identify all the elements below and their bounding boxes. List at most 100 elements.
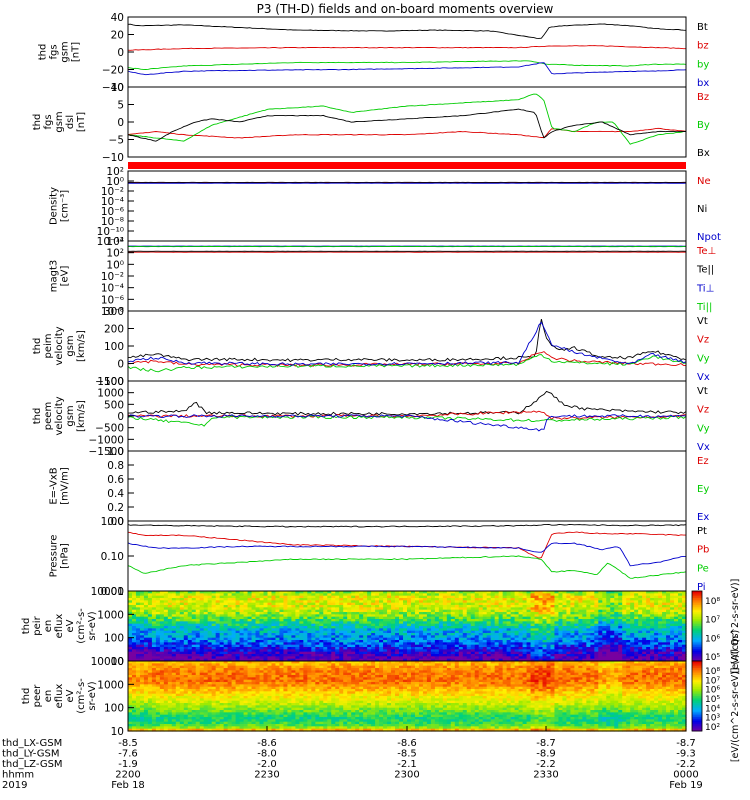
spectrogram-cell [638,656,643,660]
panel-frame [127,16,687,88]
spectrogram-cell [135,717,141,720]
spectrogram-cell [291,591,296,594]
colorbar-cell [692,636,702,639]
spectrogram-cell [490,637,496,641]
spectrogram-cell [191,654,197,657]
spectrogram-cell [291,621,296,625]
y-axis-label: velocity [54,326,65,365]
spectrogram-cell [658,647,663,650]
spectrogram-cell [315,602,320,606]
spectrogram-cell [490,640,496,643]
spectrogram-cell [243,593,249,597]
spectrogram-cell [343,649,348,653]
spectrogram-cell [367,640,372,643]
spectrogram-cell [295,626,300,629]
spectrogram-cell [347,621,352,625]
spectrogram-cell [395,654,400,657]
spectrogram-cell [275,654,281,657]
spectrogram-cell [450,609,456,613]
spectrogram-cell [594,644,599,648]
spectrogram-cell [426,595,432,599]
spectrogram-cell [538,658,544,662]
spectrogram-cell [375,614,380,618]
spectrogram-cell [650,607,655,611]
spectrogram-cell [171,714,177,718]
spectrogram-cell [243,605,249,608]
spectrogram-cell [530,644,536,648]
spectrogram-cell [159,691,165,695]
spectrogram-cell [602,628,607,632]
spectrogram-cell [618,591,623,594]
spectrogram-cell [678,628,683,632]
spectrogram-cell [303,602,308,606]
spectrogram-cell [235,595,241,599]
spectrogram-cell [187,630,193,634]
spectrogram-cell [167,593,173,597]
spectrogram-cell [335,619,340,622]
spectrogram-cell [227,637,233,641]
spectrogram-cell [215,649,221,653]
spectrogram-cell [558,649,564,653]
spectrogram-cell [403,644,408,648]
spectrogram-cell [175,684,181,688]
spectrogram-cell [163,677,169,681]
spectrogram-cell [171,635,177,639]
spectrogram-cell [159,612,165,615]
spectrogram-cell [450,644,456,648]
spectrogram-cell [283,607,289,611]
spectrogram-cell [682,644,687,648]
spectrogram-cell [414,602,420,606]
spectrogram-cell [666,654,671,657]
spectrogram-cell [167,621,173,625]
spectrogram-cell [598,635,603,639]
spectrogram-cell [383,633,388,636]
spectrogram-cell [506,633,512,636]
spectrogram-cell [602,623,607,627]
spectrogram-cell [151,700,157,704]
spectrogram-cell [510,607,516,611]
spectrogram-cell [339,656,344,660]
spectrogram-cell [207,595,213,599]
spectrogram-cell [442,628,448,632]
spectrogram-cell [470,595,476,599]
spectrogram-cell [191,728,197,732]
spectrogram-cell [131,726,137,730]
spectrogram-cell [438,607,444,611]
spectrogram-cell [494,600,500,604]
spectrogram-cell [315,656,320,660]
spectrogram-cell [195,670,201,674]
spectrogram-cell [570,598,575,601]
spectrogram-cell [295,598,300,601]
spectrogram-cell [163,670,169,674]
spectrogram-cell [207,626,213,629]
spectrogram-cell [207,593,213,597]
legend-bz: bz [697,41,709,52]
spectrogram-cell [578,647,583,650]
spectrogram-cell [287,612,293,615]
spectrogram-cell [546,593,552,597]
spectrogram-cell [646,593,651,597]
spectrogram-cell [586,593,591,597]
spectrogram-cell [403,649,408,653]
spectrogram-cell [299,607,304,611]
spectrogram-cell [179,598,185,601]
spectrogram-cell [159,633,165,636]
spectrogram-cell [622,649,627,653]
spectrogram-cell [470,612,476,615]
spectrogram-cell [207,609,213,613]
spectrogram-cell [195,591,201,594]
spectrogram-cell [159,626,165,629]
spectrogram-cell [247,600,253,604]
spectrogram-cell [211,609,217,613]
spectrogram-cell [211,612,217,615]
spectrogram-cell [159,665,165,669]
spectrogram-cell [586,630,591,634]
colorbar-cell [692,659,702,662]
spectrogram-cell [307,656,312,660]
spectrogram-cell [195,663,201,667]
spectrogram-cell [618,612,623,615]
spectrogram-cell [554,647,560,650]
spectrogram-cell [163,651,169,655]
spectrogram-cell [263,640,269,643]
spectrogram-cell [514,605,520,608]
